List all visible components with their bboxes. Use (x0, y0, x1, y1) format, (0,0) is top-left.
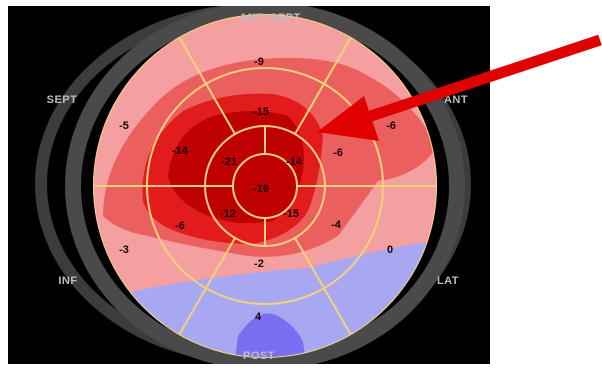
grid-divider-outer-2 (294, 36, 352, 135)
outer-ring (65, 6, 465, 364)
segment-value-mid-5: -6 (175, 220, 185, 232)
segment-value-mid-3: -4 (331, 219, 342, 231)
label-post: POST (243, 350, 275, 362)
segment-value-basal-1: -9 (254, 56, 264, 68)
label-ant-sept: ANT_SEPT (239, 12, 300, 24)
arrow-shaft (363, 34, 602, 124)
segment-value-mid-4: -2 (254, 258, 264, 270)
segment-value-apical-3: -15 (283, 208, 299, 220)
bullseye-panel: ANT_SEPT SEPT ANT INF LAT POST -9 -6 0 4… (8, 6, 602, 364)
segment-grid (93, 14, 437, 358)
segment-value-basal-4: 4 (255, 311, 262, 323)
grid-divider-outer-5 (178, 237, 236, 336)
label-lat: LAT (437, 275, 459, 287)
segment-value-mid-2: -6 (333, 147, 343, 159)
segment-value-apical-1: -21 (221, 156, 237, 168)
segment-value-basal-6: -5 (119, 120, 129, 132)
grid-divider-outer-1 (178, 36, 236, 135)
label-sept: SEPT (47, 94, 78, 106)
segment-value-apex: -19 (253, 183, 269, 195)
segment-value-mid-1: -15 (253, 106, 269, 118)
segment-value-apical-4: -12 (220, 208, 236, 220)
grid-divider-outer-4 (294, 237, 352, 336)
bullseye-diagram: ANT_SEPT SEPT ANT INF LAT POST -9 -6 0 4… (35, 6, 471, 364)
segment-value-mid-6: -14 (172, 145, 189, 157)
segment-value-basal-5: -3 (119, 244, 129, 256)
label-ant: ANT (444, 94, 468, 106)
segment-value-apical-2: -14 (286, 156, 303, 168)
dark-red-region (168, 111, 304, 224)
strain-map (93, 14, 437, 358)
segment-value-basal-2: -6 (386, 120, 396, 132)
dark-blue-region (233, 313, 308, 358)
label-inf: INF (58, 275, 77, 287)
segment-value-basal-3: 0 (387, 244, 393, 256)
arrow-head (317, 96, 379, 141)
